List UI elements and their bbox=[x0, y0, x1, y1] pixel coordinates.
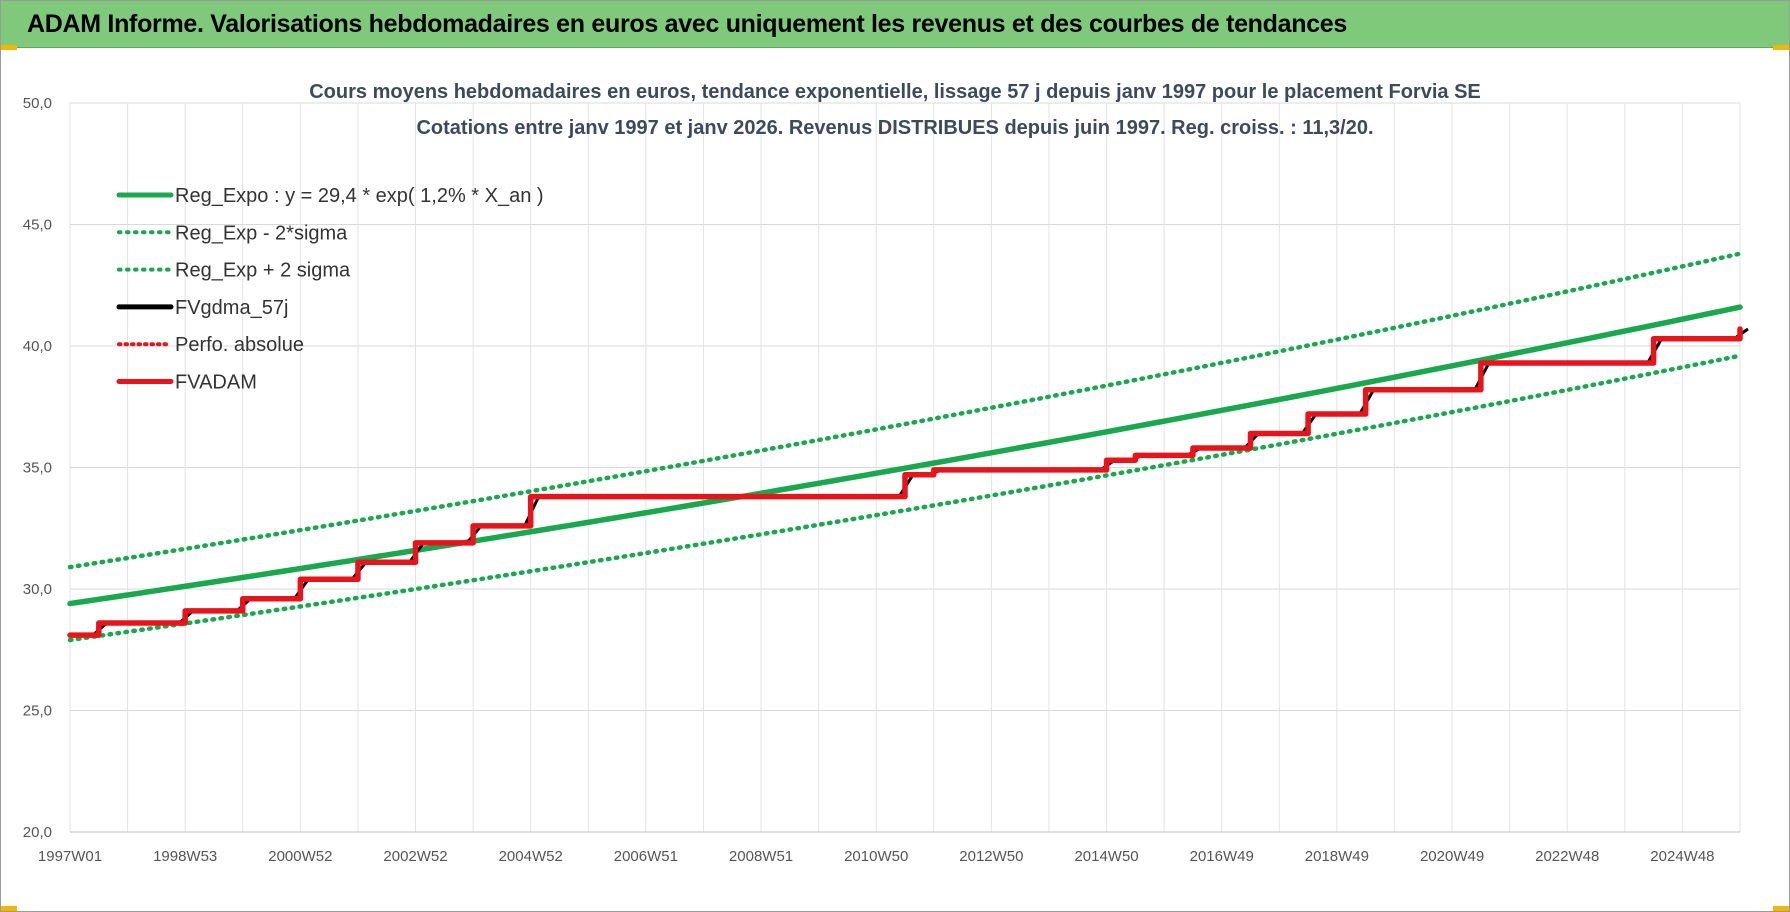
x-tick-label: 1997W01 bbox=[38, 848, 102, 865]
x-tick-label: 2000W52 bbox=[268, 848, 332, 865]
chart-subtitle: Cotations entre janv 1997 et janv 2026. … bbox=[416, 117, 1373, 139]
x-tick-label: 2006W51 bbox=[614, 848, 678, 865]
corner-mark-top-right bbox=[1773, 45, 1789, 50]
y-tick-label: 25,0 bbox=[23, 703, 52, 720]
x-tick-label: 2022W48 bbox=[1535, 848, 1599, 865]
corner-mark-bottom-left bbox=[1, 906, 17, 911]
x-tick-label: 2016W49 bbox=[1190, 848, 1254, 865]
legend-label: FVADAM bbox=[175, 372, 257, 394]
x-tick-label: 2020W49 bbox=[1420, 848, 1484, 865]
y-tick-label: 35,0 bbox=[23, 460, 52, 477]
banner: ADAM Informe. Valorisations hebdomadaire… bbox=[1, 1, 1789, 48]
x-tick-label: 2012W50 bbox=[959, 848, 1023, 865]
x-tick-label: 1998W53 bbox=[153, 848, 217, 865]
x-tick-label: 2018W49 bbox=[1305, 848, 1369, 865]
y-tick-label: 20,0 bbox=[23, 824, 52, 841]
legend-label: Perfo. absolue bbox=[175, 334, 304, 356]
legend-label: FVgdma_57j bbox=[175, 297, 288, 319]
series-line-5 bbox=[67, 326, 1743, 638]
series-line-0 bbox=[67, 304, 1743, 607]
chart-title: Cours moyens hebdomadaires en euros, ten… bbox=[309, 81, 1481, 103]
legend-label: Reg_Exp + 2 sigma bbox=[175, 260, 351, 282]
series-layer bbox=[67, 251, 1749, 643]
y-tick-label: 40,0 bbox=[23, 338, 52, 355]
series-line-1 bbox=[67, 353, 1743, 643]
x-tick-label: 2008W51 bbox=[729, 848, 793, 865]
y-tick-label: 30,0 bbox=[23, 581, 52, 598]
x-tick-label: 2010W50 bbox=[844, 848, 908, 865]
chart: 20,0 25,0 30,0 35,0 40,0 45,0 50,0 1997W01 1998W… bbox=[23, 81, 1749, 865]
grid bbox=[69, 102, 1741, 833]
axes: 20,0 25,0 30,0 35,0 40,0 45,0 50,0 1997W01 1998W… bbox=[23, 95, 1740, 865]
corner-mark-bottom-right bbox=[1773, 906, 1789, 911]
y-tick-label: 45,0 bbox=[23, 217, 52, 234]
x-tick-label: 2014W50 bbox=[1074, 848, 1138, 865]
banner-title: ADAM Informe. Valorisations hebdomadaire… bbox=[27, 10, 1348, 38]
x-tick-label: 2024W48 bbox=[1650, 848, 1714, 865]
corner-mark-top-left bbox=[1, 45, 17, 50]
legend-label: Reg_Exp - 2*sigma bbox=[175, 222, 348, 244]
y-tick-label: 50,0 bbox=[23, 95, 52, 112]
series-line-2 bbox=[67, 251, 1743, 570]
legend: Reg_Expo : y = 29,4 * exp( 1,2% * X_an )… bbox=[116, 185, 544, 394]
x-tick-label: 2004W52 bbox=[499, 848, 563, 865]
legend-label: Reg_Expo : y = 29,4 * exp( 1,2% * X_an ) bbox=[175, 185, 544, 207]
x-tick-label: 2002W52 bbox=[383, 848, 447, 865]
